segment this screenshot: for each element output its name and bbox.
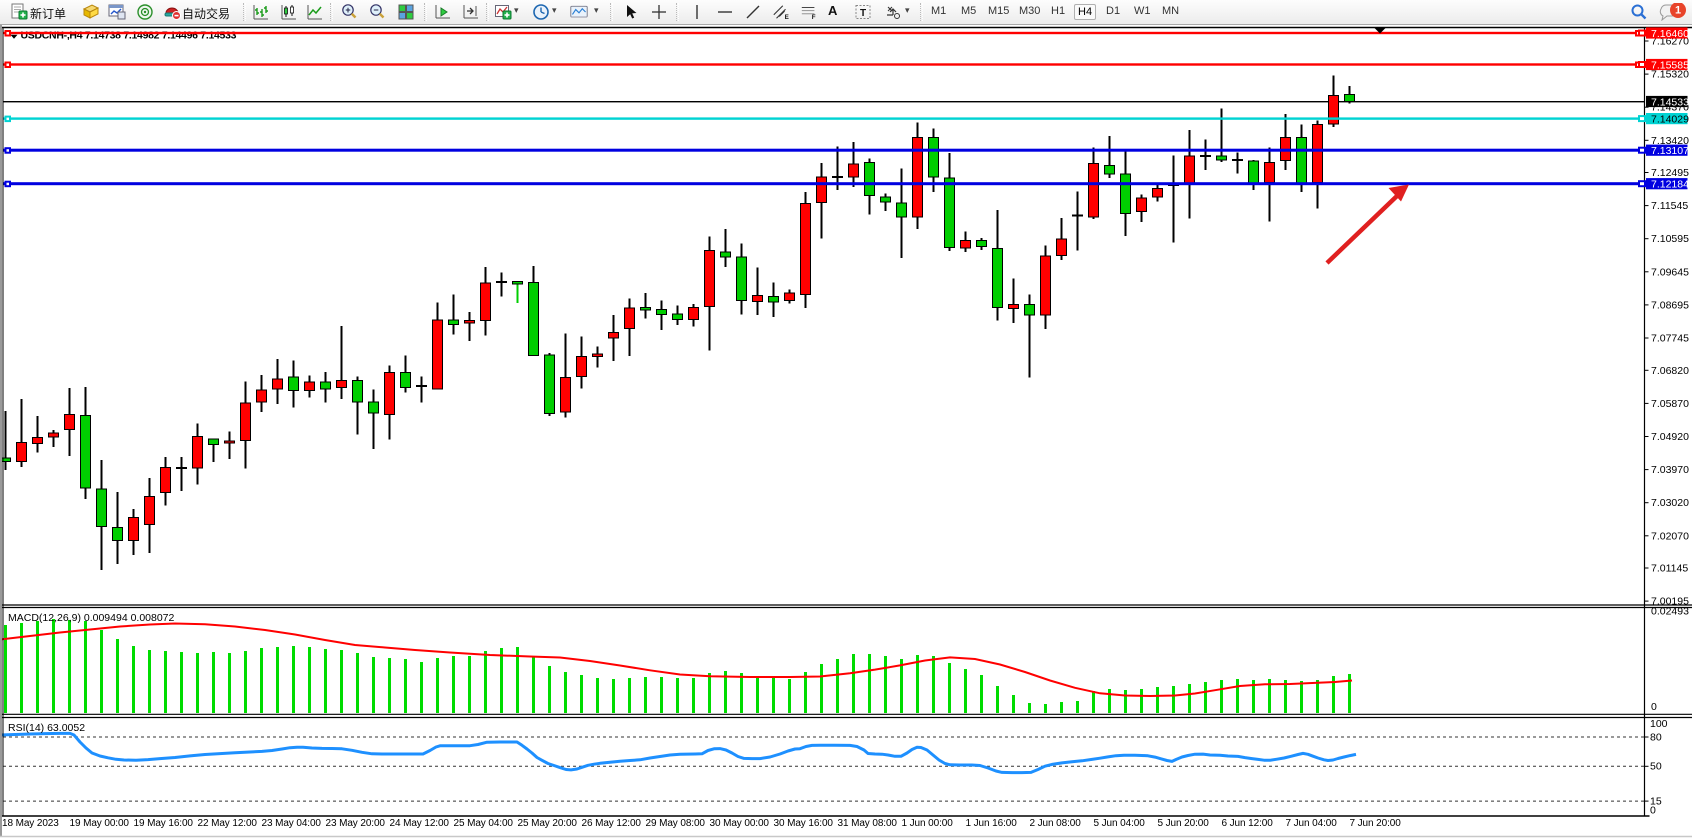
svg-text:31 May 08:00: 31 May 08:00: [838, 818, 898, 829]
svg-text:7.04920: 7.04920: [1651, 431, 1689, 443]
svg-text:MACD(12,26,9) 0.009494 0.00807: MACD(12,26,9) 0.009494 0.008072: [8, 612, 175, 624]
svg-text:23 May 04:00: 23 May 04:00: [262, 818, 322, 829]
svg-text:+: +: [345, 5, 350, 15]
svg-text:1 Jun 00:00: 1 Jun 00:00: [902, 818, 954, 829]
svg-text:7.01145: 7.01145: [1651, 563, 1688, 575]
svg-text:80: 80: [1650, 732, 1662, 744]
svg-text:6 Jun 12:00: 6 Jun 12:00: [1222, 818, 1274, 829]
svg-text:5 Jun 04:00: 5 Jun 04:00: [1094, 818, 1146, 829]
svg-text:7.09645: 7.09645: [1651, 266, 1689, 278]
svg-text:23 May 20:00: 23 May 20:00: [326, 818, 386, 829]
svg-text:7 Jun 20:00: 7 Jun 20:00: [1350, 818, 1402, 829]
svg-text:15: 15: [1650, 796, 1662, 808]
svg-text:7.06820: 7.06820: [1651, 365, 1689, 377]
svg-text:19 May 16:00: 19 May 16:00: [134, 818, 194, 829]
svg-text:25 May 20:00: 25 May 20:00: [518, 818, 578, 829]
svg-text:29 May 08:00: 29 May 08:00: [646, 818, 706, 829]
svg-text:5 Jun 20:00: 5 Jun 20:00: [1158, 818, 1210, 829]
svg-text:7.13420: 7.13420: [1651, 135, 1689, 147]
svg-text:RSI(14) 63.0052: RSI(14) 63.0052: [8, 722, 85, 734]
svg-text:22 May 12:00: 22 May 12:00: [198, 818, 258, 829]
svg-text:USDCNH-,H4 7.14738 7.14982 7.: USDCNH-,H4 7.14738 7.14982 7.14496 7.145…: [21, 30, 237, 42]
svg-text:50: 50: [1650, 761, 1662, 773]
svg-text:0.02493: 0.02493: [1651, 606, 1689, 618]
svg-text:7.12495: 7.12495: [1651, 167, 1689, 179]
svg-text:7.14029: 7.14029: [1651, 113, 1689, 125]
svg-text:2 Jun 08:00: 2 Jun 08:00: [1030, 818, 1082, 829]
svg-text:E: E: [785, 14, 789, 21]
svg-text:7.11545: 7.11545: [1651, 200, 1688, 212]
svg-text:7.03970: 7.03970: [1651, 464, 1689, 476]
svg-text:7.16460: 7.16460: [1651, 28, 1689, 40]
svg-text:7 Jun 04:00: 7 Jun 04:00: [1286, 818, 1338, 829]
svg-text:7.00195: 7.00195: [1651, 596, 1689, 608]
svg-text:0: 0: [1651, 701, 1657, 713]
svg-text:7.08695: 7.08695: [1651, 299, 1689, 311]
svg-text:1 Jun 16:00: 1 Jun 16:00: [966, 818, 1018, 829]
svg-text:100: 100: [1650, 718, 1668, 730]
svg-text:18 May 2023: 18 May 2023: [2, 818, 59, 829]
svg-text:−: −: [373, 5, 378, 15]
svg-text:7.12184: 7.12184: [1651, 179, 1689, 191]
svg-text:0: 0: [1650, 805, 1656, 817]
svg-text:7.05870: 7.05870: [1651, 398, 1689, 410]
svg-text:26 May 12:00: 26 May 12:00: [582, 818, 642, 829]
svg-text:7.10595: 7.10595: [1651, 233, 1689, 245]
svg-text:30 May 00:00: 30 May 00:00: [710, 818, 770, 829]
svg-text:T: T: [860, 8, 866, 19]
svg-text:24 May 12:00: 24 May 12:00: [390, 818, 450, 829]
svg-text:7.02070: 7.02070: [1651, 530, 1689, 542]
svg-text:7.07745: 7.07745: [1651, 333, 1689, 345]
svg-text:7.03020: 7.03020: [1651, 497, 1689, 509]
svg-text:1: 1: [1675, 5, 1681, 17]
svg-text:7.14533: 7.14533: [1651, 96, 1689, 108]
svg-text:7.15320: 7.15320: [1651, 69, 1689, 81]
svg-text:F: F: [812, 14, 816, 21]
svg-text:19 May 00:00: 19 May 00:00: [70, 818, 130, 829]
svg-text:7.13107: 7.13107: [1651, 145, 1689, 157]
svg-text:25 May 04:00: 25 May 04:00: [454, 818, 514, 829]
svg-text:7.15585: 7.15585: [1651, 59, 1689, 71]
svg-text:30 May 16:00: 30 May 16:00: [774, 818, 834, 829]
